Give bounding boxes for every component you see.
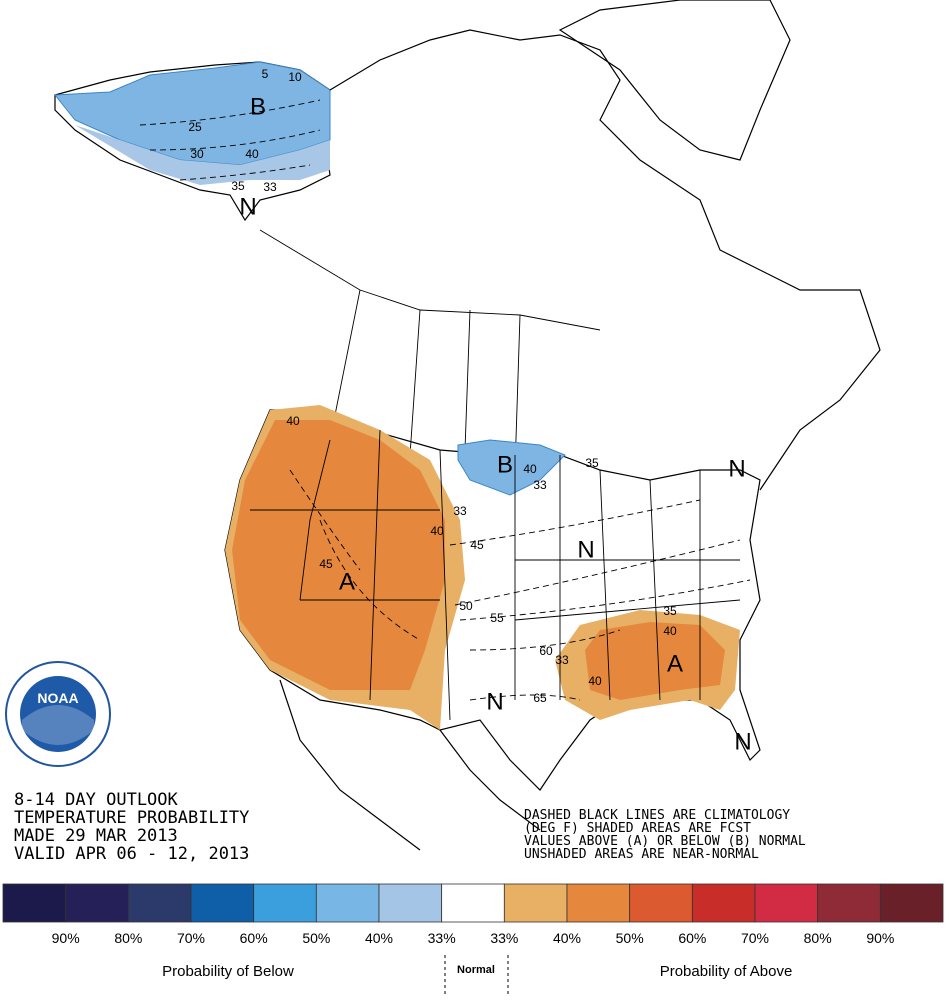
region-label: N — [239, 193, 256, 220]
below-area-alaska-light — [75, 125, 330, 185]
legend-swatch — [127, 883, 192, 923]
legend-label: 60% — [240, 930, 268, 946]
contour-label: 50 — [459, 599, 473, 613]
title-line: VALID APR 06 - 12, 2013 — [14, 844, 249, 864]
above-area-southeast — [585, 622, 725, 700]
region-label: B — [250, 93, 266, 120]
contour-label: 40 — [430, 524, 444, 538]
legend-label: 80% — [804, 930, 832, 946]
region-label: A — [667, 650, 683, 677]
title-line: TEMPERATURE PROBABILITY — [14, 808, 249, 828]
legend-label: 70% — [177, 930, 205, 946]
normal-title: Normal — [457, 964, 495, 976]
map-labels: B N B A A N N N N 5 10 25 30 40 35 33 40 40 33 35 33 40 45 45 50… — [188, 67, 751, 755]
contour-label: 35 — [663, 604, 677, 618]
contour-label: 45 — [319, 557, 333, 571]
contour-label: 35 — [231, 179, 245, 193]
contour-label: 40 — [245, 147, 259, 161]
title-line: 8-14 DAY OUTLOOK — [14, 790, 179, 810]
below-area-north — [457, 439, 566, 496]
legend-swatch — [65, 883, 129, 923]
mexico-outline — [279, 679, 541, 851]
legend-swatch — [503, 883, 568, 923]
legend-swatch — [817, 883, 881, 923]
legend-label: 33% — [428, 930, 456, 946]
legend-swatch — [190, 883, 255, 923]
region-label: N — [577, 536, 594, 563]
climatology-lines — [139, 99, 751, 701]
contour-label: 10 — [288, 70, 302, 84]
contour-label: 33 — [533, 478, 547, 492]
contour-label: 45 — [470, 538, 484, 552]
contour-label: 40 — [523, 462, 537, 476]
legend-label: 80% — [114, 930, 142, 946]
region-label: B — [497, 451, 513, 478]
contour-label: 60 — [539, 644, 553, 658]
legend-label: 40% — [553, 930, 581, 946]
title-line: MADE 29 MAR 2013 — [14, 826, 178, 846]
logo-text: NOAA — [37, 690, 78, 706]
contour-label: 33 — [555, 653, 569, 667]
legend-swatch — [629, 883, 693, 923]
region-label: N — [734, 728, 751, 755]
contour-label: 33 — [263, 180, 277, 194]
legend-label: 50% — [616, 930, 644, 946]
above-title: Probability of Above — [660, 963, 793, 980]
legend-swatch — [691, 883, 756, 923]
legend-label: 90% — [52, 930, 80, 946]
logo-disc — [20, 676, 96, 752]
noaa-logo: NOAA — [5, 661, 111, 767]
greenland-outline — [558, 0, 791, 161]
region-label: A — [339, 568, 355, 595]
note-line: DASHED BLACK LINES ARE CLIMATOLOGY — [524, 808, 790, 823]
above-area-west — [232, 420, 445, 690]
legend-label: 60% — [678, 930, 706, 946]
contour-label: 55 — [490, 611, 504, 625]
contour-label: 30 — [190, 147, 204, 161]
legend-swatch — [315, 883, 380, 923]
region-label: N — [728, 455, 745, 482]
canada-outline — [329, 29, 881, 491]
contour-label: 33 — [453, 504, 467, 518]
below-title: Probability of Below — [162, 963, 294, 980]
legend-swatch — [566, 883, 631, 923]
note-line: VALUES ABOVE (A) OR BELOW (B) NORMAL — [524, 834, 806, 849]
map — [54, 0, 881, 851]
contour-label: 65 — [533, 691, 547, 705]
contour-label: 40 — [286, 414, 300, 428]
region-label: N — [486, 688, 503, 715]
legend-swatch — [879, 883, 944, 923]
legend-label: 33% — [490, 930, 518, 946]
note-line: UNSHADED AREAS ARE NEAR-NORMAL — [524, 847, 759, 862]
note-line: (DEG F) SHADED AREAS ARE FCST — [524, 821, 751, 836]
contour-label: 35 — [585, 456, 599, 470]
state-boundaries — [250, 429, 741, 721]
legend-swatch — [2, 883, 67, 923]
legend-label: 50% — [302, 930, 330, 946]
canada-boundaries — [259, 229, 601, 471]
legend-swatch — [754, 883, 819, 923]
logo-gull — [22, 705, 94, 745]
contour-label: 25 — [188, 120, 202, 134]
contour-label: 40 — [663, 624, 677, 638]
legend-label: 70% — [741, 930, 769, 946]
legend: Probability of Below Normal Probability … — [2, 883, 944, 995]
legend-swatch — [441, 883, 505, 923]
legend-label: 40% — [365, 930, 393, 946]
below-area-alaska — [54, 61, 331, 166]
us-outline — [224, 409, 761, 791]
contour-label: 40 — [588, 674, 602, 688]
contour-label: 5 — [262, 67, 269, 81]
legend-label: 90% — [866, 930, 894, 946]
legend-swatch — [253, 883, 317, 923]
note-block: DASHED BLACK LINES ARE CLIMATOLOGY(DEG F… — [524, 808, 806, 862]
alaska-outline — [54, 61, 331, 222]
legend-swatch — [378, 883, 443, 923]
